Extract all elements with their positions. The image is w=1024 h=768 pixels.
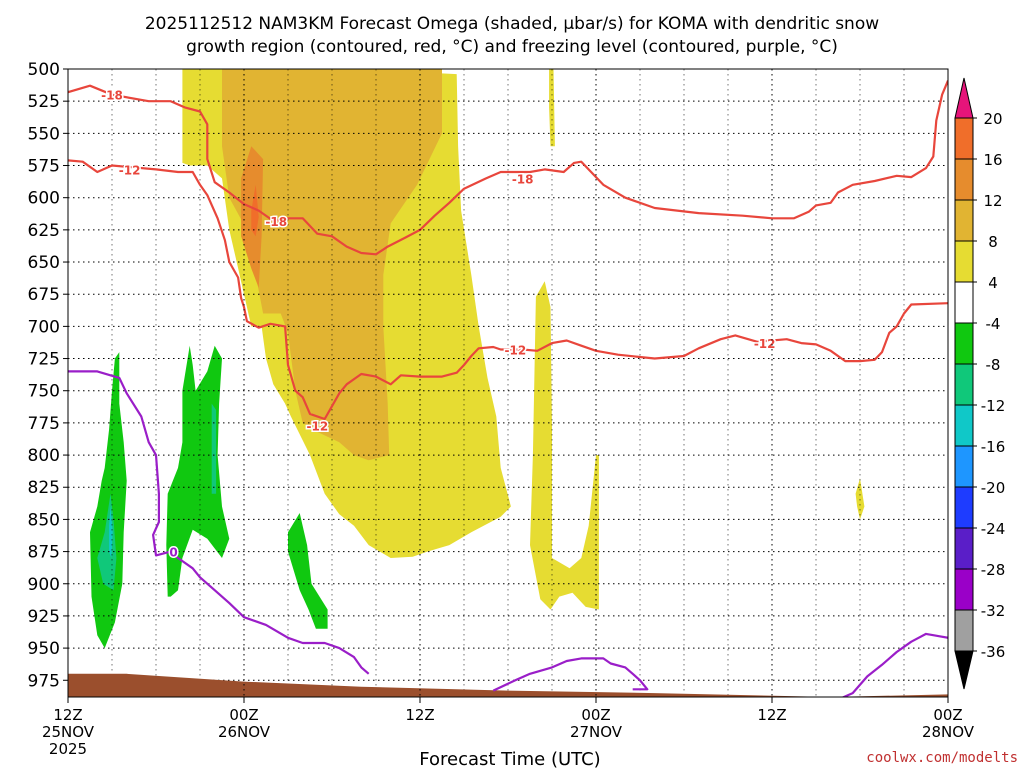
colorbar-label: 4 [988,274,998,292]
omega-negative-region-2 [288,513,328,629]
colorbar-label: 16 [983,151,1002,169]
colorbar-swatch [954,445,974,488]
dgz-contour-label: -12 [754,337,776,351]
y-tick-label: 825 [28,478,60,498]
freezing-contour-line-1 [492,657,649,692]
colorbar-label: -24 [981,520,1006,538]
chart-title-line1: 2025112512 NAM3KM Forecast Omega (shaded… [145,14,879,34]
colorbar-swatch [954,363,974,406]
dgz-contour-label: -12 [306,419,328,433]
x-tick-time: 00Z [581,706,610,724]
dgz-contour-label: -12 [119,163,141,177]
y-tick-label: 725 [28,350,60,370]
dgz-contour-label: -12 [504,344,526,358]
y-tick-label: 800 [28,446,60,466]
colorbar-label: -32 [981,602,1006,620]
x-tick-year: 2025 [49,740,87,758]
omega-positive-region-1 [530,281,599,610]
y-tick-label: 625 [28,221,60,241]
y-tick-label: 600 [28,189,60,209]
y-tick-label: 950 [28,639,60,659]
x-axis-label: Forecast Time (UTC) [419,749,600,768]
omega-positive-region-6 [251,184,259,237]
x-tick-date: 26NOV [218,723,271,741]
colorbar-swatch [954,486,974,529]
colorbar-label: 8 [988,233,998,251]
y-tick-label: 675 [28,285,60,305]
colorbar-swatch [954,117,974,160]
colorbar-label: -16 [981,438,1006,456]
y-tick-label: 650 [28,253,60,273]
y-tick-label: 500 [28,60,60,80]
y-tick-label: 975 [28,671,60,691]
x-tick-time: 00Z [933,706,962,724]
dgz-contour-label: -18 [265,215,287,229]
y-tick-label: 550 [28,124,60,144]
x-tick-time: 12Z [53,706,82,724]
colorbar-swatch [954,322,974,365]
colorbar-label: -20 [981,479,1006,497]
colorbar-swatch [954,199,974,242]
colorbar-swatch [954,158,974,201]
y-tick-label: 875 [28,543,60,563]
x-tick-time: 12Z [757,706,786,724]
freezing-contour-line-0 [68,370,370,675]
colorbar: -36 -32 -28 -24 -20 -16 -12 -8 -4 4 8 12 16 20 [954,77,1006,690]
x-tick-date: 28NOV [922,723,975,741]
colorbar-label: -28 [981,561,1006,579]
freezing-contour-line-2 [841,632,948,697]
x-tick-date: 25NOV [42,723,95,741]
omega-negative-region-4 [211,403,217,494]
colorbar-arrow-bottom [954,650,974,690]
plot-area: -18 -18 -18 -12 -12 -12 -12 0 [67,68,949,698]
y-tick-label: 750 [28,382,60,402]
colorbar-swatch [954,609,974,652]
colorbar-swatch [954,404,974,447]
plot-clip-group: -18 -18 -18 -12 -12 -12 -12 0 [68,69,948,697]
colorbar-swatch [954,240,974,283]
chart-title-line2: growth region (contoured, red, °C) and f… [186,37,838,57]
ground-terrain [68,673,948,697]
x-tick-time: 00Z [229,706,258,724]
x-tick-date: 27NOV [570,723,623,741]
dgz-contour-label: -18 [512,172,534,186]
credit-text: coolwx.com/modelts [866,750,1018,766]
colorbar-arrow-top [954,77,974,119]
y-tick-label: 900 [28,575,60,595]
x-tick-time: 12Z [405,706,434,724]
freezing-contour-label: 0 [169,546,177,560]
colorbar-label: -36 [981,643,1006,661]
y-tick-label: 700 [28,317,60,337]
y-tick-label: 850 [28,510,60,530]
dgz-contour-line-1 [68,159,948,421]
y-axis: 500 525 550 575 600 625 650 675 700 725 750 775 800 8… [28,60,68,691]
y-tick-label: 925 [28,607,60,627]
dgz-contour-line-0 [68,80,948,256]
y-tick-label: 775 [28,414,60,434]
colorbar-label: -12 [981,397,1006,415]
omega-negative-region-3 [97,493,117,591]
omega-positive-region-3 [855,478,865,520]
colorbar-label: -4 [986,315,1001,333]
y-tick-label: 575 [28,157,60,177]
plot-border [67,68,949,698]
omega-positive-region-2 [549,69,555,147]
dgz-contour-label: -18 [101,89,123,103]
y-tick-label: 525 [28,92,60,112]
colorbar-label: -8 [986,356,1001,374]
colorbar-label: 20 [983,110,1002,128]
colorbar-swatch [954,281,974,324]
colorbar-label: 12 [983,192,1002,210]
colorbar-swatch [954,568,974,611]
colorbar-swatch [954,527,974,570]
omega-negative-region-0 [90,352,127,649]
